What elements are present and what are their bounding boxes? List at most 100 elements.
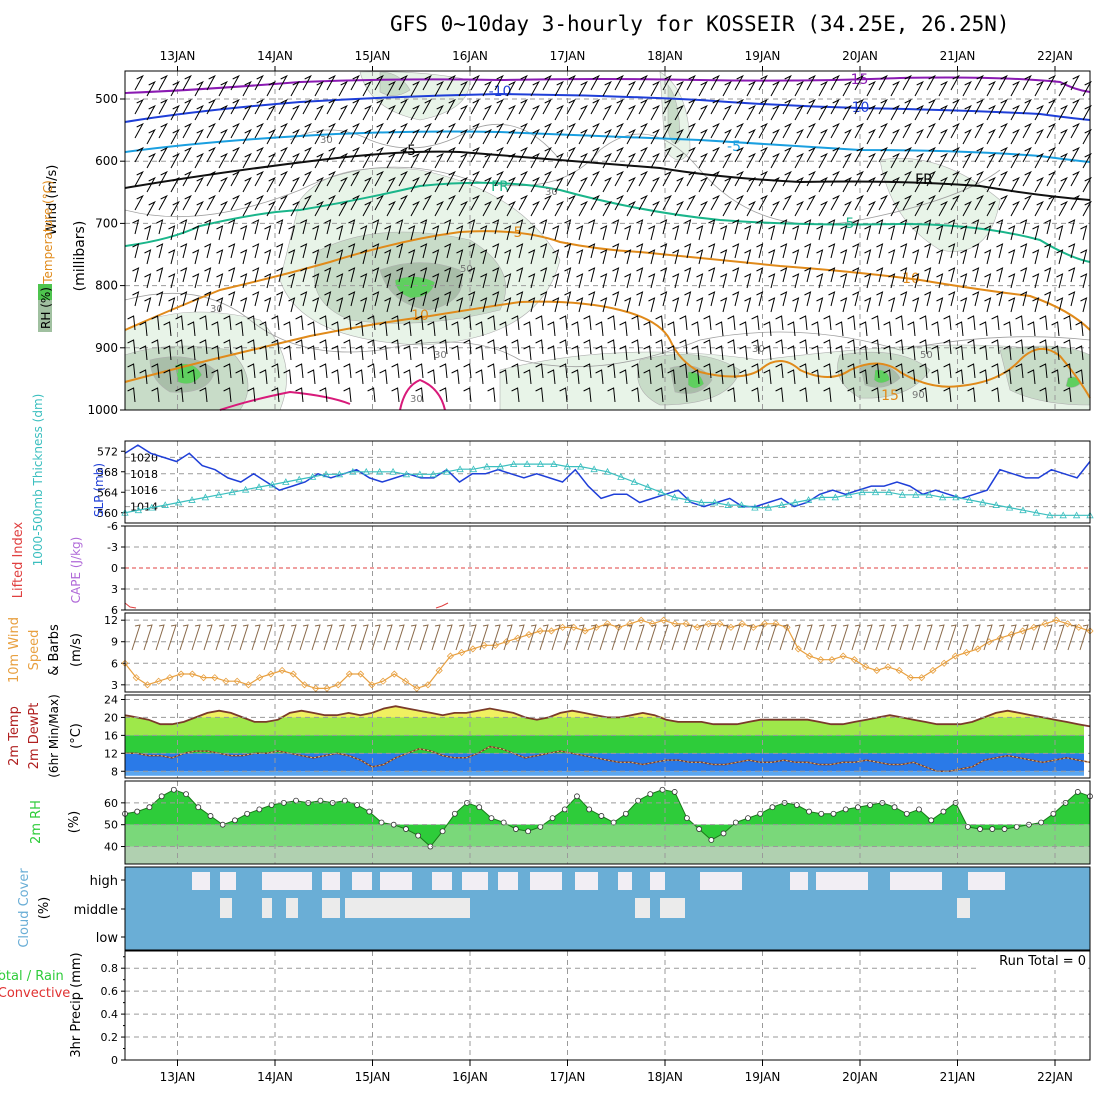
wind-barb (852, 291, 860, 307)
wind-barb (343, 387, 352, 403)
wind-barb (228, 243, 236, 259)
rh-point (696, 826, 703, 832)
wind-barb (516, 243, 524, 259)
thickness-point (322, 470, 330, 478)
wind-barb (458, 80, 468, 97)
wind-barb (770, 176, 780, 193)
rh-shading (379, 71, 411, 96)
wind-barb (398, 170, 408, 187)
wind10-point (761, 620, 769, 628)
wind-barb (278, 122, 288, 139)
wind-barb (816, 297, 824, 313)
wind-barb (986, 128, 996, 145)
wind-barb (578, 80, 588, 97)
wind-barb (288, 297, 296, 313)
wind-barb (794, 104, 804, 121)
wind-barb (300, 267, 308, 283)
wind-barb (199, 315, 208, 331)
wind-barb (535, 363, 544, 379)
wind-barb (852, 267, 860, 283)
y-tick-label: 12 (104, 614, 118, 627)
wind-barb (1020, 243, 1028, 259)
wind-barb (830, 74, 840, 91)
x-tick-label-top: 13JAN (160, 49, 196, 63)
thickness-point (590, 465, 598, 473)
wind-barb (139, 369, 148, 385)
wind-barb (756, 243, 764, 259)
wind-barb (919, 363, 928, 379)
wind-barb (866, 152, 876, 169)
wind-barb (494, 194, 504, 211)
rh-point (512, 826, 519, 832)
wind-barb (878, 122, 888, 139)
wind-barb (811, 345, 820, 361)
wind-barb (720, 225, 728, 241)
wind-barb (972, 291, 980, 307)
wind-barb (720, 249, 728, 265)
wind-barb (780, 267, 788, 283)
wind-barb (530, 104, 540, 121)
wind-barb (475, 369, 484, 385)
wind-barb (648, 273, 656, 289)
ylabel-cloud: Cloud Cover (17, 868, 32, 948)
wind-barb (938, 176, 948, 193)
wind-barb (840, 225, 848, 241)
wind-barb (1056, 225, 1064, 241)
wind10-barb (995, 624, 1005, 651)
wind-barb (722, 176, 732, 193)
wind-barb (398, 194, 408, 211)
wind-barb (187, 345, 196, 361)
wind-barb (919, 315, 928, 331)
wind-barb (727, 363, 736, 379)
wind-barb (746, 176, 756, 193)
wind-barb (204, 243, 212, 259)
wind-barb (566, 98, 576, 115)
contour-label: -10 (489, 84, 512, 100)
wind-barb (396, 243, 404, 259)
wind-barb (182, 194, 192, 211)
wind10-point (312, 684, 320, 692)
wind-barb (518, 194, 528, 211)
wind-barb (660, 219, 668, 235)
wind-barb (528, 273, 536, 289)
wind-barb (734, 122, 744, 139)
wind10-line (124, 619, 1091, 690)
wind-barb (1068, 267, 1076, 283)
wind-barb (252, 267, 260, 283)
y-tick-label: 8 (111, 765, 118, 778)
wind10-point (648, 620, 656, 628)
wind-barb (1051, 369, 1060, 385)
wind-barb (386, 176, 396, 193)
wind-barb (516, 219, 524, 235)
rh-point (488, 815, 495, 822)
wind-barb (878, 74, 888, 91)
wind-barb (511, 387, 520, 403)
wind-barb (247, 339, 256, 355)
wind10-barbs (131, 624, 1089, 651)
wind-barb (338, 200, 348, 217)
wind-barb (134, 122, 144, 139)
wind-barb (1044, 219, 1052, 235)
wind-barb (518, 98, 528, 115)
wind-barb (1063, 363, 1072, 379)
wind-barb (264, 297, 272, 313)
wind-barb (943, 339, 952, 355)
wind-barb (528, 249, 536, 265)
wind-barb (806, 74, 816, 91)
wind10-barb (215, 624, 225, 651)
thickness-point (938, 493, 947, 501)
wind-barb (902, 146, 912, 163)
x-tick-label-bottom: 20JAN (842, 1070, 878, 1084)
wind-barb (1058, 104, 1068, 121)
ylabel-wind10-units: (m/s) (69, 633, 84, 667)
wind10-point (211, 674, 219, 682)
thickness-point (174, 498, 183, 506)
wind-barb (1058, 152, 1068, 169)
wind-barb (698, 80, 708, 97)
thickness-point (282, 478, 290, 485)
wind-barb (722, 80, 732, 97)
wind-barb (732, 243, 740, 259)
y-tick-label: 700 (95, 216, 118, 230)
wind10-point (1063, 620, 1072, 628)
wind-barb (554, 176, 564, 193)
